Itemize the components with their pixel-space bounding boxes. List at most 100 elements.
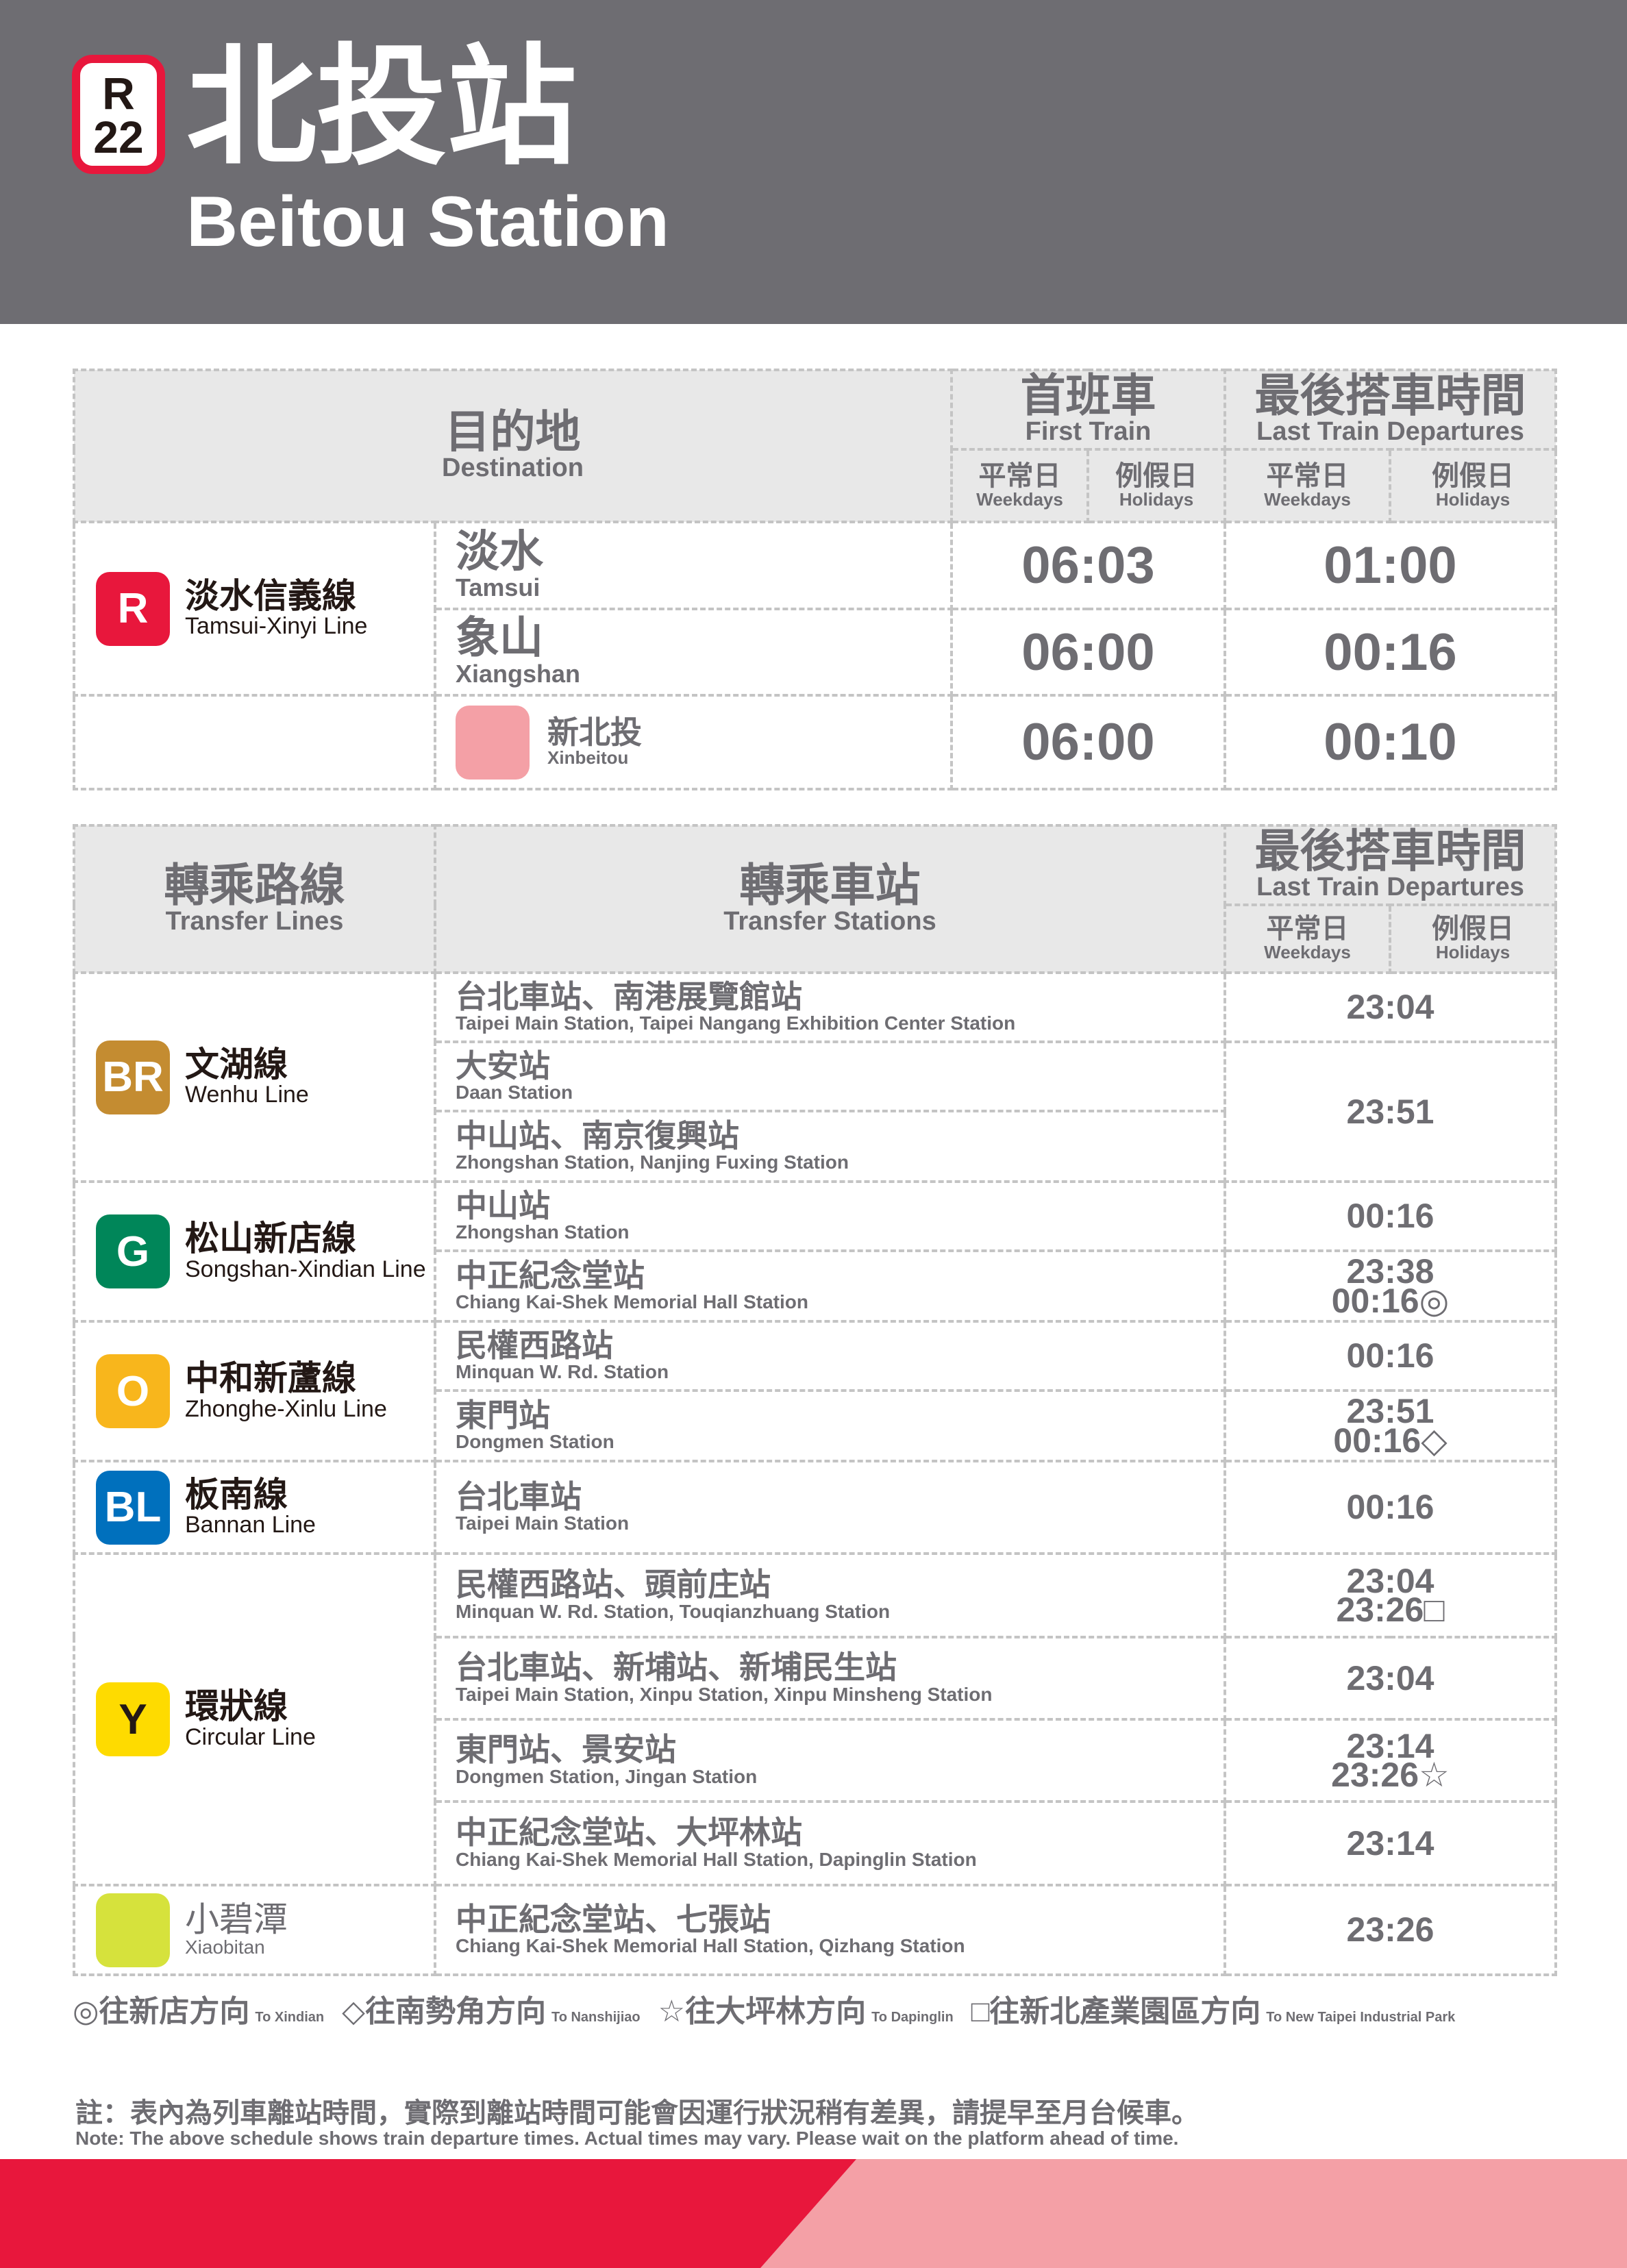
line-name-en: Songshan-Xindian Line bbox=[185, 1256, 426, 1282]
line-name-zh: 松山新店線 bbox=[185, 1219, 356, 1258]
station-name-en: Dongmen Station, Jingan Station bbox=[456, 1765, 758, 1787]
transfer-table: 轉乘路線 Transfer Lines 轉乘車站 Transfer Stations… bbox=[73, 824, 1557, 1976]
station-name-zh: 北投站 bbox=[186, 35, 577, 180]
station-cell: 大安站 Daan Station bbox=[434, 1040, 1226, 1112]
time-value: 00:16 bbox=[1346, 1197, 1435, 1236]
station-name-en: Taipei Main Station, Taipei Nangang Exhi… bbox=[456, 1012, 1016, 1034]
first-weekdays-header: 平常日 Weekdays bbox=[950, 448, 1089, 523]
destination-header: 目的地 Destination bbox=[73, 369, 953, 523]
time-value: 23:14 bbox=[1346, 1823, 1435, 1862]
time-value: 00:16 bbox=[1346, 1336, 1435, 1375]
station-cell: 台北車站、新埔站、新埔民生站 Taipei Main Station, Xinpu… bbox=[434, 1636, 1226, 1721]
line-cell: 小碧潭 Xiaobitan bbox=[73, 1884, 436, 1976]
station-cell: 台北車站、南港展覽館站 Taipei Main Station, Taipei N… bbox=[434, 971, 1226, 1043]
line-badge: BR bbox=[96, 1040, 170, 1114]
station-cell: 台北車站 Taipei Main Station bbox=[434, 1460, 1226, 1555]
station-name-zh: 台北車站 bbox=[456, 1478, 582, 1515]
last-weekdays-header: 平常日 Weekdays bbox=[1224, 448, 1391, 523]
last-train-time: 23:38 00:16◎ bbox=[1224, 1249, 1557, 1323]
table-row: 中正紀念堂站、大坪林站 Chiang Kai-Shek Memorial Hall… bbox=[74, 1800, 1557, 1886]
legend-en: To Dapinglin bbox=[871, 2010, 954, 2025]
first-holidays-header: 例假日 Holidays bbox=[1086, 448, 1226, 523]
holidays-header: 例假日 Holidays bbox=[1389, 904, 1557, 974]
destination-cell: 淡水 Tamsui bbox=[434, 521, 953, 610]
table-row: 大安站 Daan Station 23:51 bbox=[74, 1040, 1557, 1183]
header-banner: R 22 北投站 Beitou Station bbox=[0, 0, 1627, 324]
station-name-en: Zhongshan Station bbox=[456, 1221, 630, 1243]
transfer-lines-header: 轉乘路線 Transfer Lines bbox=[73, 824, 436, 974]
station-name-zh: 台北車站、南港展覽館站 bbox=[456, 978, 802, 1014]
time-value: 23:38 bbox=[1346, 1252, 1435, 1291]
station-cell: 中正紀念堂站、七張站 Chiang Kai-Shek Memorial Hall … bbox=[434, 1884, 1226, 1976]
station-name-en: Chiang Kai-Shek Memorial Hall Station, Q… bbox=[456, 1935, 965, 1957]
table-row: 東門站 Dongmen Station 23:51 00:16◇ bbox=[74, 1389, 1557, 1462]
station-name-en: Minquan W. Rd. Station, Touqianzhuang St… bbox=[456, 1600, 891, 1622]
station-name-zh: 台北車站、新埔站、新埔民生站 bbox=[456, 1649, 897, 1686]
station-name-en: Dongmen Station bbox=[456, 1431, 614, 1453]
line-cell: Y 環狀線 Circular Line bbox=[73, 1552, 436, 1886]
time-value: 00:16 bbox=[1346, 1488, 1435, 1527]
time-value: 23:26☆ bbox=[1331, 1756, 1450, 1794]
last-train-time: 23:04 bbox=[1224, 971, 1557, 1043]
last-train-time: 00:16 bbox=[1224, 1320, 1557, 1392]
line-cell: G 松山新店線 Songshan-Xindian Line bbox=[73, 1180, 436, 1323]
branch-line-badge bbox=[456, 705, 530, 780]
line-cell: O 中和新蘆線 Zhonghe-Xinlu Line bbox=[73, 1320, 436, 1462]
station-cell: 中正紀念堂站、大坪林站 Chiang Kai-Shek Memorial Hall… bbox=[434, 1800, 1226, 1886]
legend-en: To New Taipei Industrial Park bbox=[1266, 2010, 1456, 2025]
line-badge: R bbox=[96, 571, 170, 646]
time-value: 23:26□ bbox=[1336, 1591, 1445, 1629]
table-row: 象山 Xiangshan 06:00 00:16 bbox=[74, 608, 1557, 697]
station-name-en: Zhongshan Station, Nanjing Fuxing Statio… bbox=[456, 1151, 849, 1173]
table-row: 中山站、南京復興站 Zhongshan Station, Nanjing Fuxi… bbox=[74, 1110, 1556, 1183]
first-train-time: 06:03 bbox=[950, 521, 1226, 610]
weekdays-header: 平常日 Weekdays bbox=[1224, 904, 1391, 974]
line-name: 中和新蘆線 Zhonghe-Xinlu Line bbox=[185, 1360, 387, 1422]
legend-item: ◎往新店方向 To Xindian bbox=[73, 1986, 324, 2030]
legend-item: ◇往南勢角方向 To Nanshijiao bbox=[342, 1986, 640, 2030]
line-cell: R 淡水信義線 Tamsui-Xinyi Line bbox=[73, 521, 436, 697]
line-name: 文湖線 Wenhu Line bbox=[185, 1047, 309, 1108]
line-name: 小碧潭 Xiaobitan bbox=[185, 1902, 288, 1958]
time-value: 23:04 bbox=[1346, 988, 1435, 1027]
first-last-train-table: 目的地 Destination 首班車 First Train 最後搭車時間 Last… bbox=[73, 369, 1557, 790]
last-train-time: 23:04 23:26□ bbox=[1224, 1552, 1557, 1638]
empty-line-cell bbox=[73, 694, 436, 790]
note-en: Note: The above schedule shows train dep… bbox=[75, 2128, 1179, 2149]
time-value: 23:04 bbox=[1346, 1658, 1435, 1697]
station-name-zh: 東門站、景安站 bbox=[456, 1732, 676, 1768]
legend-en: To Xindian bbox=[255, 2010, 325, 2025]
table-row: BL 板南線 Bannan Line 台北車站 Taipei Main Station 0… bbox=[73, 1460, 1557, 1555]
station-name-zh: 中山站、南京復興站 bbox=[456, 1117, 739, 1154]
station-name-zh: 中正紀念堂站、大坪林站 bbox=[456, 1815, 802, 1851]
last-train-time: 00:16 bbox=[1224, 1180, 1557, 1252]
table-row: R 淡水信義線 Tamsui-Xinyi Line 淡水 Tamsui 06:03 0… bbox=[73, 521, 1557, 697]
line-badge bbox=[96, 1893, 170, 1967]
destination-cell: 新北投 Xinbeitou bbox=[434, 694, 953, 790]
last-holidays-header: 例假日 Holidays bbox=[1389, 448, 1557, 523]
table-row: Y 環狀線 Circular Line 民權西路站、頭前庄站 Minquan W. Rd… bbox=[73, 1552, 1557, 1886]
station-code-number: 22 bbox=[93, 112, 144, 162]
line-name-zh: 小碧潭 bbox=[185, 1899, 288, 1939]
station-name-zh: 大安站 bbox=[456, 1047, 550, 1084]
first-train-header: 首班車 First Train bbox=[950, 369, 1226, 451]
footer-bar bbox=[0, 2159, 1627, 2268]
line-label: BL 板南線 Bannan Line bbox=[75, 1470, 434, 1545]
time-value: 00:16◇ bbox=[1333, 1421, 1448, 1460]
line-cell: BR 文湖線 Wenhu Line bbox=[73, 971, 436, 1183]
line-name: 板南線 Bannan Line bbox=[185, 1477, 316, 1538]
direction-legend: ◎往新店方向 To Xindian ◇往南勢角方向 To Nanshijiao ☆往大坪… bbox=[73, 1986, 1455, 2030]
legend-zh: ☆往大坪林方向 bbox=[658, 1995, 867, 2028]
station-name-zh: 中正紀念堂站 bbox=[456, 1257, 645, 1293]
station-name-en: Chiang Kai-Shek Memorial Hall Station, D… bbox=[456, 1848, 977, 1870]
last-train-time: 00:16 bbox=[1224, 608, 1557, 697]
legend-en: To Nanshijiao bbox=[551, 2010, 641, 2025]
line-name-zh: 中和新蘆線 bbox=[185, 1359, 356, 1398]
line-name-zh: 文湖線 bbox=[185, 1045, 288, 1084]
station-name-zh: 中正紀念堂站、七張站 bbox=[456, 1901, 771, 1937]
legend-item: ☆往大坪林方向 To Dapinglin bbox=[658, 1986, 954, 2030]
station-code-badge: R 22 bbox=[72, 55, 165, 174]
line-badge: Y bbox=[96, 1682, 170, 1756]
destination-cell: 象山 Xiangshan bbox=[434, 608, 953, 697]
station-name-en: Taipei Main Station bbox=[456, 1512, 630, 1534]
